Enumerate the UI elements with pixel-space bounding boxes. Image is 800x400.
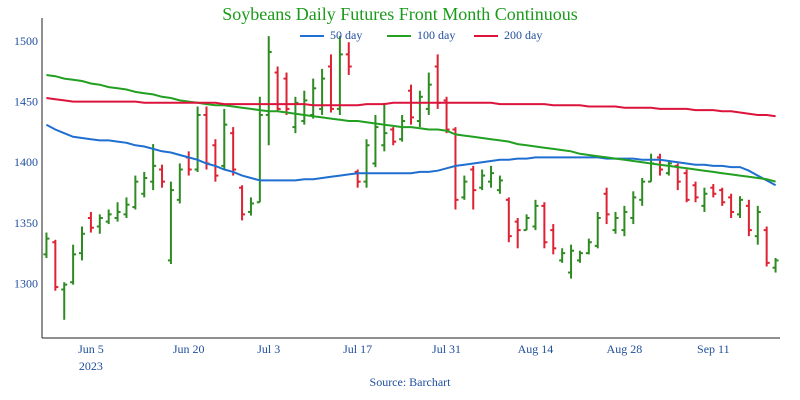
x-tick-label: Jul 31	[432, 342, 461, 356]
source-note: Source: Barchart	[370, 375, 452, 389]
chart-title: Soybeans Daily Futures Front Month Conti…	[222, 4, 578, 24]
x-year-label: 2023	[79, 359, 103, 373]
x-tick-label: Jul 3	[257, 342, 280, 356]
moving-average-line	[45, 123, 777, 187]
x-tick-label: Jun 5	[78, 342, 104, 356]
y-tick-label: 1400	[14, 155, 38, 169]
y-tick-label: 1300	[14, 276, 38, 290]
x-tick-label: Aug 28	[607, 342, 643, 356]
legend-label: 50 day	[330, 28, 362, 42]
legend-label: 200 day	[504, 28, 542, 42]
x-tick-label: Aug 14	[518, 342, 554, 356]
x-tick-label: Sep 11	[697, 342, 730, 356]
y-tick-label: 1350	[14, 216, 38, 230]
moving-average-line	[46, 74, 776, 183]
y-tick-label: 1500	[14, 34, 38, 48]
moving-average-line	[46, 97, 776, 118]
legend-label: 100 day	[417, 28, 455, 42]
x-tick-label: Jun 20	[173, 342, 205, 356]
x-tick-label: Jul 17	[343, 342, 372, 356]
y-tick-label: 1450	[14, 95, 38, 109]
